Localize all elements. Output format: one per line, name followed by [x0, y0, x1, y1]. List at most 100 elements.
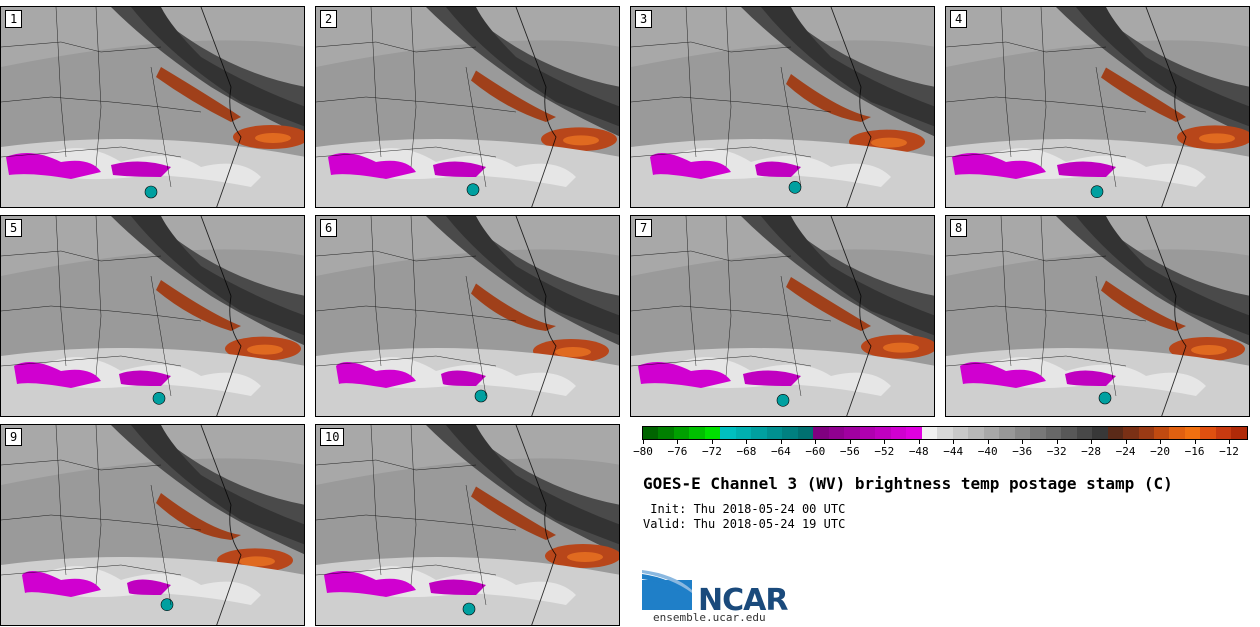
- colorbar-segment: [875, 427, 891, 439]
- valid-time: Valid: Thu 2018-05-24 19 UTC: [643, 517, 846, 531]
- colorbar-segment: [1045, 427, 1062, 439]
- colorbar-tick-label: −76: [667, 445, 688, 458]
- colorbar-segment: [1092, 427, 1108, 439]
- colorbar-segment: [921, 427, 938, 439]
- colorbar-tick-mark: [1160, 440, 1162, 444]
- colorbar-tick-label: −64: [770, 445, 791, 458]
- colorbar-segment: [751, 427, 767, 439]
- colorbar-segment: [797, 427, 814, 439]
- colorbar-segment: [890, 427, 907, 439]
- colorbar-tick-label: −24: [1115, 445, 1136, 458]
- colorbar-tick-label: −44: [943, 445, 964, 458]
- colorbar-tick-label: −80: [633, 445, 653, 458]
- colorbar-segment: [1107, 427, 1124, 439]
- colorbar-segment: [999, 427, 1015, 439]
- colorbar-tick-mark: [953, 440, 955, 444]
- init-time: Init: Thu 2018-05-24 00 UTC: [643, 502, 846, 516]
- ncar-logo-text: NCAR: [698, 583, 788, 618]
- colorbar-segment: [1153, 427, 1170, 439]
- colorbar-segment: [1200, 427, 1216, 439]
- colorbar-tick-mark: [884, 440, 886, 444]
- colorbar-tick-mark: [815, 440, 817, 444]
- colorbar-segment: [643, 427, 659, 439]
- colorbar-segment: [813, 427, 829, 439]
- panel-number: 4: [950, 10, 968, 28]
- colorbar-tick-label: −56: [839, 445, 860, 458]
- colorbar-tick-label: −40: [977, 445, 998, 458]
- colorbar-segment: [782, 427, 798, 439]
- colorbar-segment: [720, 427, 736, 439]
- colorbar-segment: [1231, 427, 1247, 439]
- map-panel-2: 2: [315, 6, 620, 208]
- colorbar-segment: [906, 427, 922, 439]
- colorbar-tick-mark: [746, 440, 748, 444]
- map-panel-9: 9: [0, 424, 305, 626]
- colorbar-tick-label: −20: [1150, 445, 1170, 458]
- colorbar-segment: [983, 427, 1000, 439]
- colorbar-tick-mark: [711, 440, 713, 444]
- colorbar-tick-label: −72: [702, 445, 722, 458]
- colorbar-segment: [766, 427, 783, 439]
- colorbar-tick-mark: [849, 440, 851, 444]
- colorbar-segment: [735, 427, 752, 439]
- colorbar-tick-label: −52: [874, 445, 895, 458]
- colorbar-segment: [704, 427, 721, 439]
- map-panel-6: 6: [315, 215, 620, 417]
- map-panel-8: 8: [945, 215, 1250, 417]
- ncar-logo-icon: [642, 570, 692, 610]
- colorbar-segment: [673, 427, 690, 439]
- colorbar-segment: [1138, 427, 1154, 439]
- colorbar-tick-mark: [1091, 440, 1093, 444]
- colorbar-segment: [1061, 427, 1077, 439]
- panel-number: 1: [5, 10, 23, 28]
- colorbar-segment: [1184, 427, 1201, 439]
- colorbar-tick-label: −16: [1184, 445, 1205, 458]
- colorbar-tick-label: −68: [736, 445, 757, 458]
- colorbar-segment: [1123, 427, 1139, 439]
- colorbar-segment: [937, 427, 953, 439]
- colorbar-tick-mark: [643, 440, 644, 444]
- colorbar-tick-mark: [1194, 440, 1196, 444]
- colorbar-tick-mark: [677, 440, 679, 444]
- panel-number: 10: [320, 428, 345, 446]
- colorbar-tick-mark: [1229, 440, 1230, 444]
- panel-number: 3: [635, 10, 653, 28]
- colorbar-tick-mark: [1056, 440, 1058, 444]
- colorbar-segment: [689, 427, 705, 439]
- colorbar-segment: [1030, 427, 1046, 439]
- figure-title: GOES-E Channel 3 (WV) brightness temp po…: [643, 474, 1173, 493]
- colorbar-tick-mark: [1125, 440, 1127, 444]
- colorbar-tick-label: −12: [1219, 445, 1239, 458]
- colorbar-segment: [1215, 427, 1232, 439]
- colorbar-segment: [1014, 427, 1031, 439]
- map-panel-7: 7: [630, 215, 935, 417]
- panel-number: 2: [320, 10, 338, 28]
- colorbar-tick-mark: [780, 440, 782, 444]
- map-panel-1: 1: [0, 6, 305, 208]
- panel-number: 7: [635, 219, 653, 237]
- map-panel-10: 10: [315, 424, 620, 626]
- colorbar-tick-label: −28: [1081, 445, 1102, 458]
- colorbar-segment: [828, 427, 845, 439]
- colorbar-segment: [1169, 427, 1185, 439]
- panel-number: 9: [5, 428, 23, 446]
- panel-number: 8: [950, 219, 968, 237]
- colorbar-tick-mark: [918, 440, 920, 444]
- colorbar-tick-label: −48: [908, 445, 929, 458]
- map-panel-3: 3: [630, 6, 935, 208]
- colorbar-segment: [859, 427, 876, 439]
- panel-number: 6: [320, 219, 338, 237]
- site-url[interactable]: ensemble.ucar.edu: [653, 611, 766, 624]
- colorbar-segment: [658, 427, 674, 439]
- colorbar-tick-mark: [1022, 440, 1024, 444]
- colorbar-tick-mark: [987, 440, 989, 444]
- map-panel-5: 5: [0, 215, 305, 417]
- panel-number: 5: [5, 219, 23, 237]
- colorbar-segment: [1076, 427, 1093, 439]
- colorbar-segment: [968, 427, 984, 439]
- colorbar-tick-label: −32: [1046, 445, 1067, 458]
- colorbar: [642, 426, 1248, 440]
- colorbar-tick-label: −36: [1012, 445, 1033, 458]
- colorbar-segment: [844, 427, 860, 439]
- colorbar-tick-label: −60: [805, 445, 826, 458]
